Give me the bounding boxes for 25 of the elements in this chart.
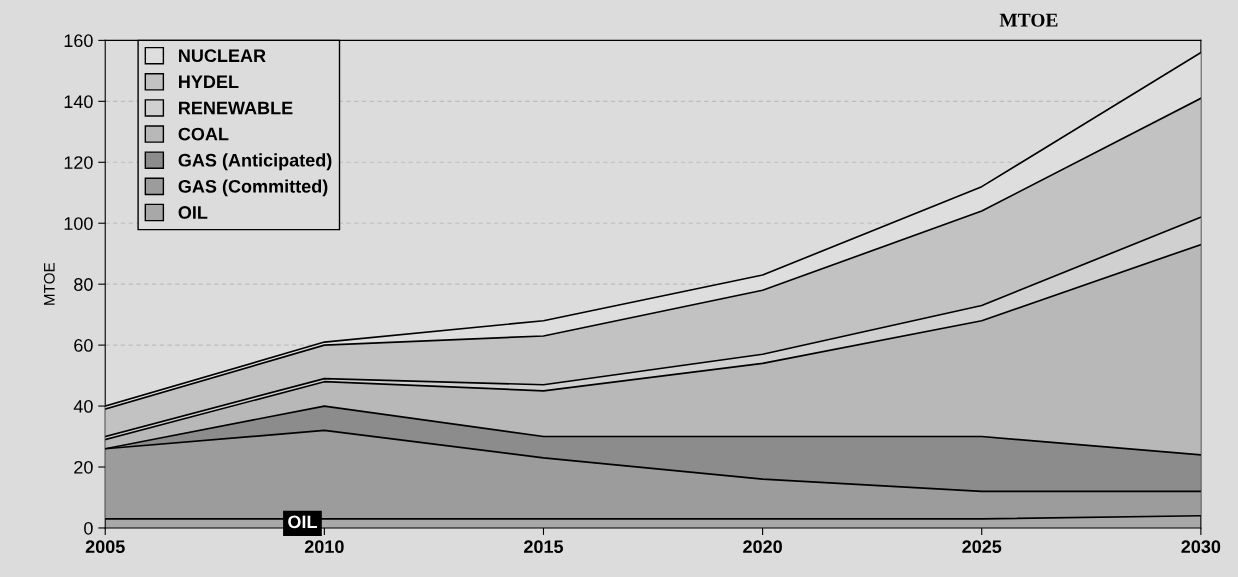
x-tick-label: 2030: [1181, 540, 1221, 554]
x-tick-label: 2010: [304, 540, 344, 554]
annotation: OIL: [288, 515, 317, 529]
legend-label: GAS (Committed): [178, 179, 328, 197]
legend-label: RENEWABLE: [179, 101, 293, 115]
chart-title: MTOE: [999, 13, 1058, 27]
y-tick-label: 60: [74, 339, 93, 352]
x-tick-label: 2005: [85, 540, 125, 554]
y-tick-label: 120: [64, 156, 93, 169]
y-axis-title: MTOE: [43, 262, 55, 305]
y-tick-label: 140: [64, 95, 93, 109]
x-tick-label: 2025: [962, 540, 1002, 554]
y-tick-label: 160: [64, 34, 93, 48]
y-tick-label: 80: [74, 278, 93, 291]
x-tick-label: 2015: [524, 540, 564, 554]
y-tick-label: 0: [84, 521, 93, 535]
legend-label: HYDEL: [179, 75, 239, 89]
legend-label: NUCLEAR: [179, 49, 266, 63]
y-tick-label: 20: [74, 460, 93, 474]
legend-label: COAL: [178, 127, 229, 141]
legend-label: GAS (Anticipated): [178, 153, 332, 171]
y-tick-label: 40: [73, 400, 93, 413]
y-tick-label: 100: [64, 217, 93, 230]
legend-label: OIL: [178, 206, 208, 219]
x-tick-label: 2020: [743, 540, 782, 554]
